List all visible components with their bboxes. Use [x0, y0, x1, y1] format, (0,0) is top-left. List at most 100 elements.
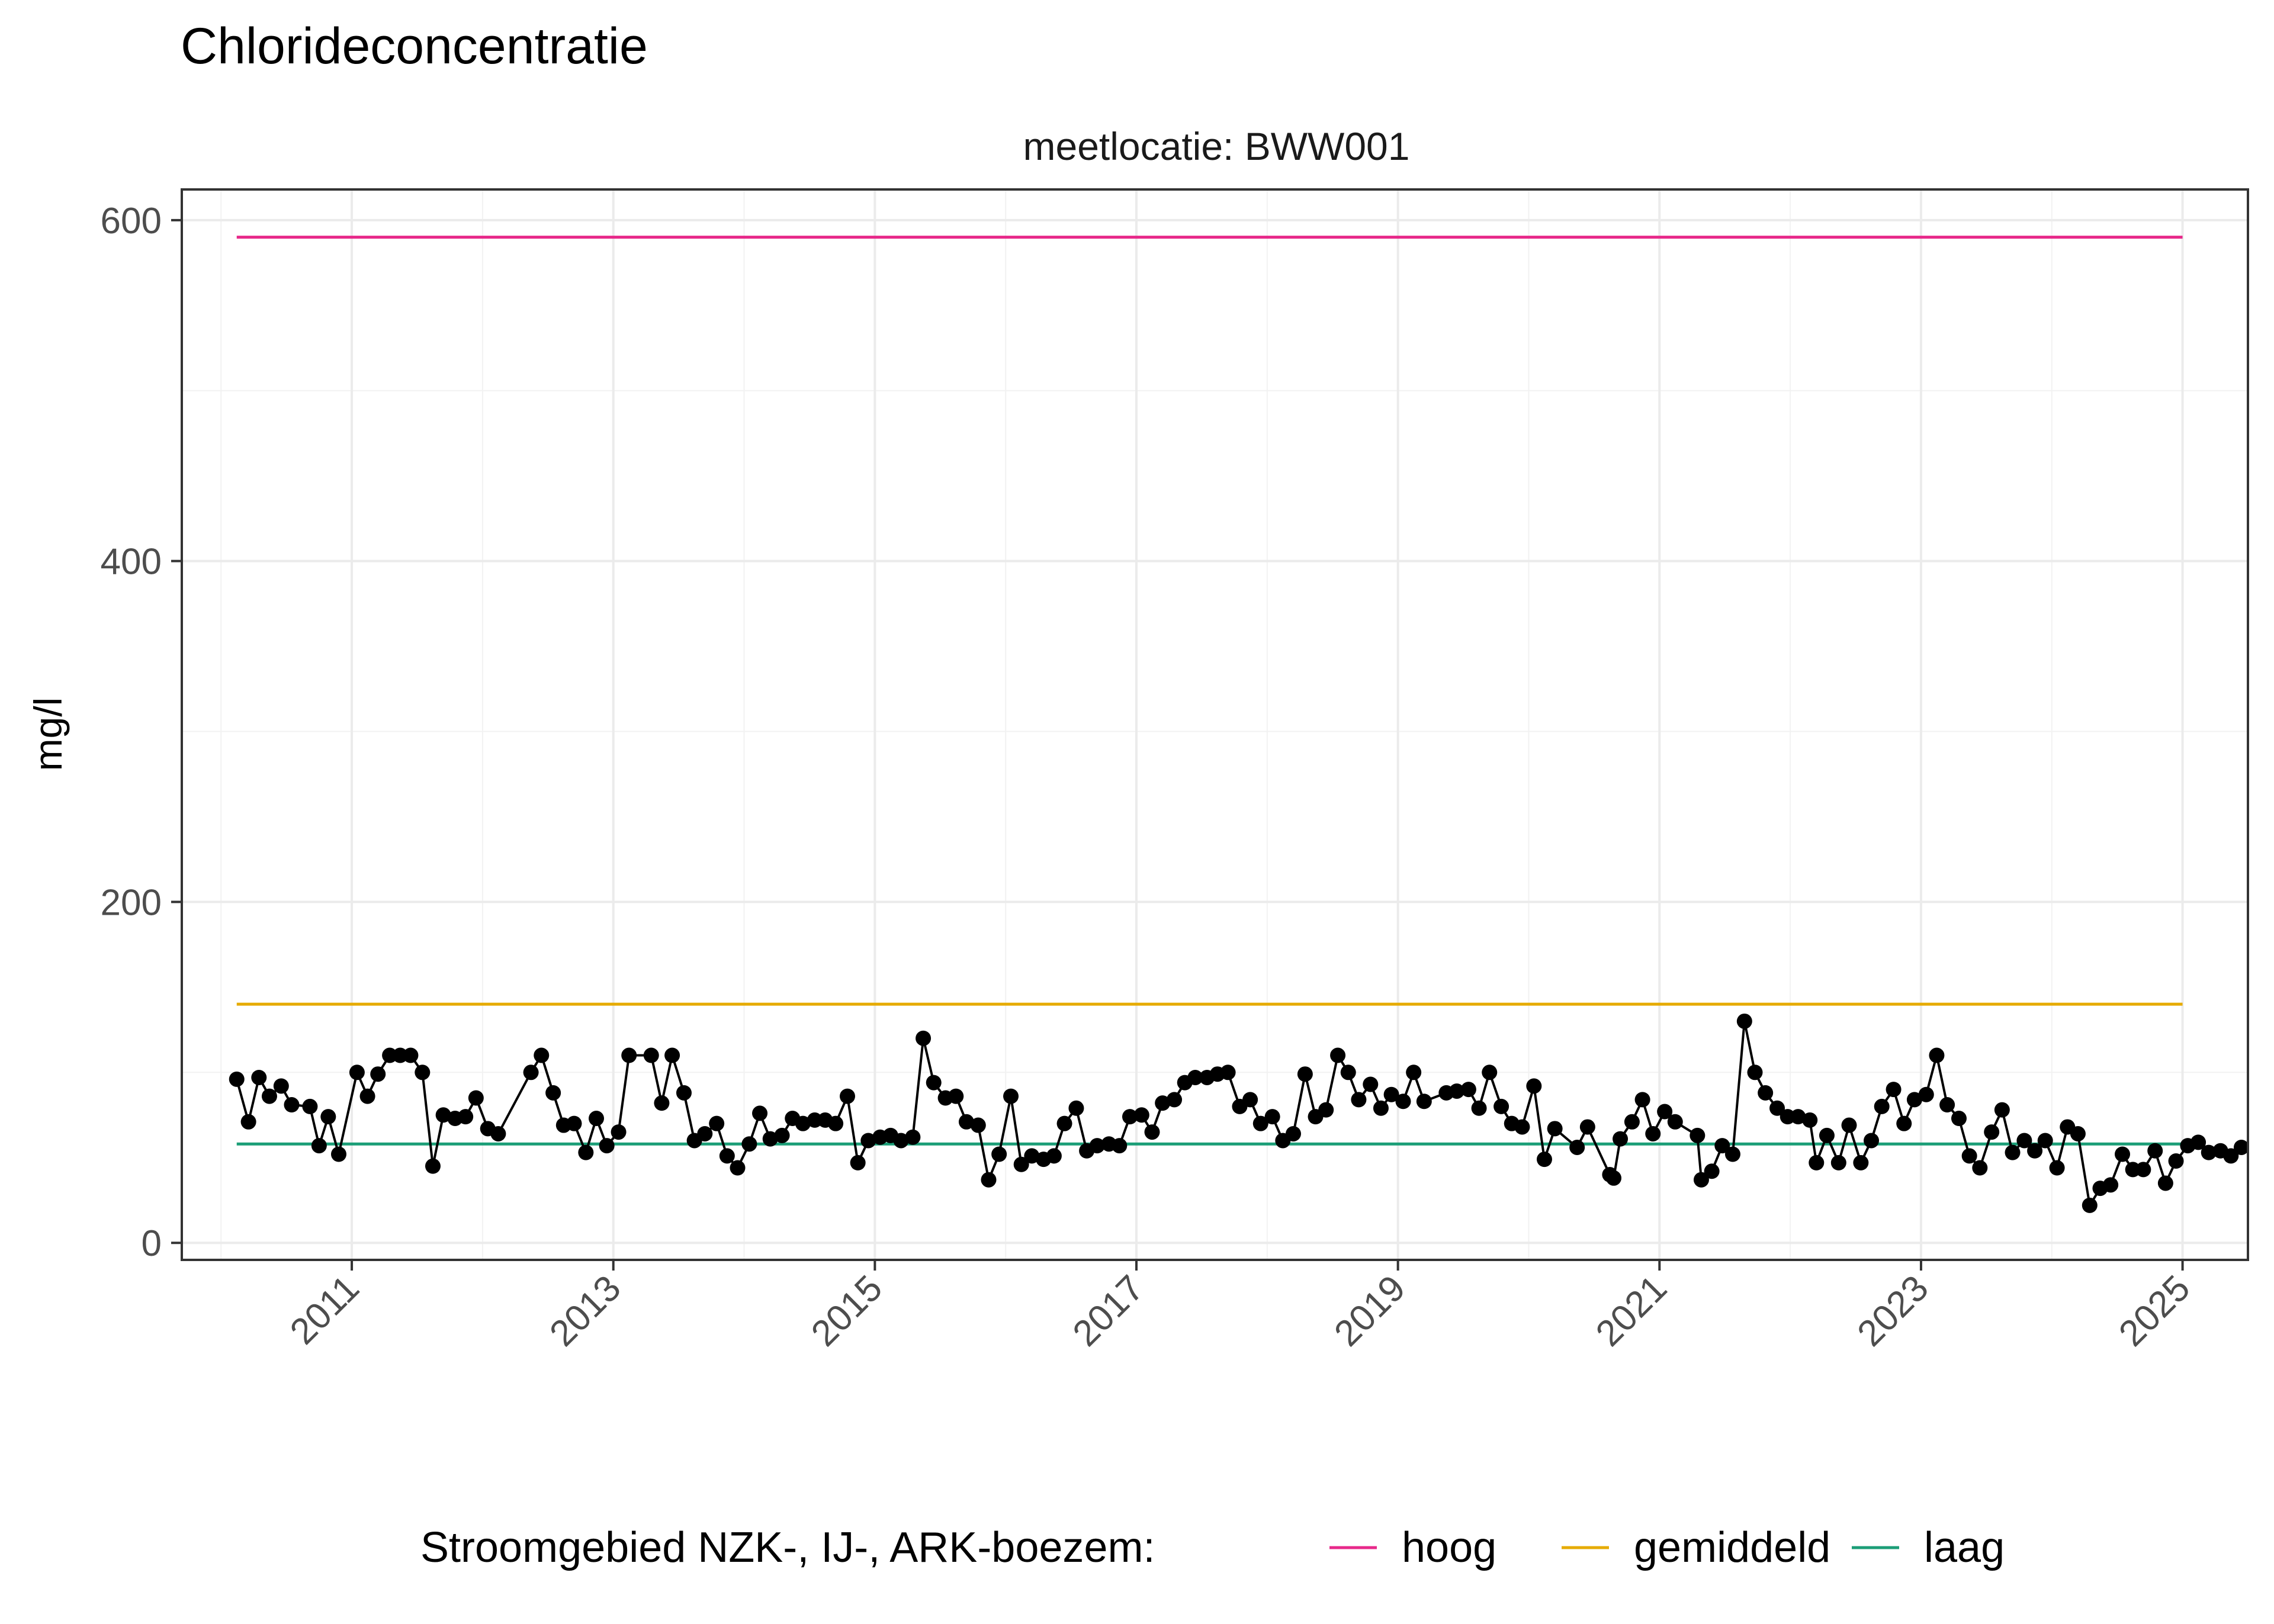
x-tick-label: 2019	[1326, 1268, 1413, 1354]
data-point	[1906, 1092, 1922, 1108]
data-point	[970, 1117, 986, 1133]
data-point	[1395, 1094, 1411, 1110]
data-point	[676, 1085, 692, 1101]
data-point	[1526, 1078, 1542, 1094]
data-point	[284, 1097, 300, 1113]
data-point	[523, 1065, 539, 1080]
data-point	[1736, 1013, 1752, 1029]
data-point	[1133, 1107, 1149, 1123]
x-axis: 2011 2013 2015 2017 2019 2021 2023 2025	[282, 1260, 2198, 1354]
data-point	[1089, 1138, 1105, 1154]
data-point	[2147, 1143, 2163, 1159]
data-point	[958, 1114, 974, 1130]
data-point	[403, 1047, 419, 1063]
data-point	[1406, 1065, 1422, 1080]
x-tick-label: 2025	[2111, 1268, 2198, 1354]
facet-label: meetlocatie: BWW001	[1023, 124, 1410, 168]
data-point	[1351, 1092, 1367, 1108]
data-point	[1330, 1047, 1346, 1063]
grid-major	[182, 189, 2248, 1260]
data-point	[229, 1071, 245, 1087]
data-point	[2157, 1175, 2173, 1191]
data-point	[1155, 1095, 1171, 1111]
y-tick-label: 0	[142, 1223, 162, 1264]
data-point	[1972, 1160, 1988, 1176]
data-point	[2016, 1133, 2032, 1149]
data-point	[425, 1158, 441, 1174]
data-point	[1471, 1100, 1487, 1116]
data-point	[1013, 1156, 1029, 1172]
data-point	[991, 1146, 1007, 1162]
data-point	[1758, 1085, 1774, 1101]
data-point	[948, 1088, 964, 1104]
data-point	[1606, 1170, 1622, 1186]
data-point	[1853, 1155, 1869, 1170]
data-point	[611, 1124, 627, 1140]
data-point	[709, 1115, 725, 1131]
data-point	[664, 1047, 680, 1063]
data-point	[458, 1109, 474, 1125]
data-point	[1297, 1066, 1313, 1082]
legend: Stroomgebied NZK-, IJ-, ARK-boezem: hoog g…	[420, 1524, 2005, 1571]
data-point	[320, 1109, 336, 1125]
data-point	[240, 1114, 256, 1130]
data-point	[1951, 1111, 1967, 1127]
data-point	[1056, 1115, 1072, 1131]
y-axis: 0 200 400 600	[101, 201, 182, 1264]
data-point	[2049, 1160, 2065, 1176]
data-point	[1864, 1133, 1880, 1149]
x-tick-label: 2015	[804, 1268, 890, 1354]
data-point	[370, 1066, 386, 1082]
x-tick-label: 2021	[1588, 1268, 1675, 1354]
data-point	[1939, 1097, 1955, 1113]
data-point	[1769, 1100, 1785, 1116]
data-point	[1242, 1092, 1258, 1108]
data-point	[1693, 1172, 1709, 1188]
data-point	[330, 1146, 346, 1162]
data-point	[697, 1125, 713, 1141]
data-point	[415, 1065, 431, 1080]
data-point	[468, 1090, 484, 1106]
data-point	[621, 1047, 637, 1063]
data-point	[1790, 1109, 1806, 1125]
series-points-group	[229, 1013, 2249, 1213]
data-point	[2037, 1133, 2053, 1149]
data-point	[1747, 1065, 1763, 1080]
data-point	[916, 1030, 932, 1046]
data-point	[1493, 1098, 1509, 1114]
data-point	[1449, 1083, 1465, 1099]
data-point	[860, 1133, 876, 1149]
data-point	[1819, 1127, 1835, 1143]
data-point	[1714, 1138, 1730, 1154]
data-point	[599, 1138, 615, 1154]
grid-minor	[182, 189, 2248, 1260]
y-tick-label: 400	[101, 542, 162, 583]
data-point	[1373, 1100, 1389, 1116]
data-point	[273, 1078, 289, 1094]
data-point	[1536, 1152, 1552, 1168]
data-point	[1802, 1112, 1818, 1128]
data-point	[1896, 1115, 1912, 1131]
data-point	[2070, 1125, 2086, 1141]
data-point	[349, 1065, 365, 1080]
chart-title: Chlorideconcentratie	[181, 18, 648, 75]
data-point	[1830, 1155, 1846, 1170]
data-point	[1024, 1148, 1040, 1164]
data-point	[251, 1069, 267, 1085]
data-point	[1220, 1065, 1236, 1080]
data-point	[1645, 1125, 1661, 1141]
data-point	[1003, 1088, 1019, 1104]
data-point	[1657, 1104, 1673, 1120]
data-point	[1285, 1125, 1301, 1141]
data-point	[2201, 1144, 2217, 1160]
data-point	[2223, 1148, 2239, 1164]
x-tick-label: 2011	[282, 1268, 367, 1352]
data-point	[2168, 1153, 2184, 1169]
x-tick-label: 2013	[542, 1268, 628, 1354]
data-point	[1264, 1109, 1280, 1125]
data-point	[1547, 1121, 1563, 1137]
data-point	[2027, 1143, 2043, 1159]
y-axis-label: mg/l	[26, 697, 70, 771]
data-point	[850, 1155, 866, 1170]
